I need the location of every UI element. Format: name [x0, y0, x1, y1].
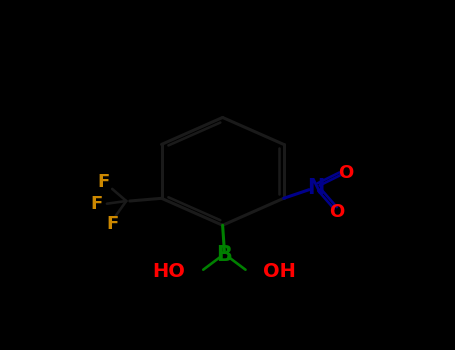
Text: F: F	[106, 215, 118, 233]
Text: O: O	[329, 203, 344, 221]
Text: O: O	[338, 164, 353, 182]
Text: F: F	[90, 195, 102, 213]
Text: HO: HO	[153, 261, 186, 281]
Text: B: B	[217, 245, 233, 265]
Text: OH: OH	[263, 261, 296, 281]
Text: F: F	[97, 173, 110, 191]
Text: N: N	[307, 177, 324, 197]
